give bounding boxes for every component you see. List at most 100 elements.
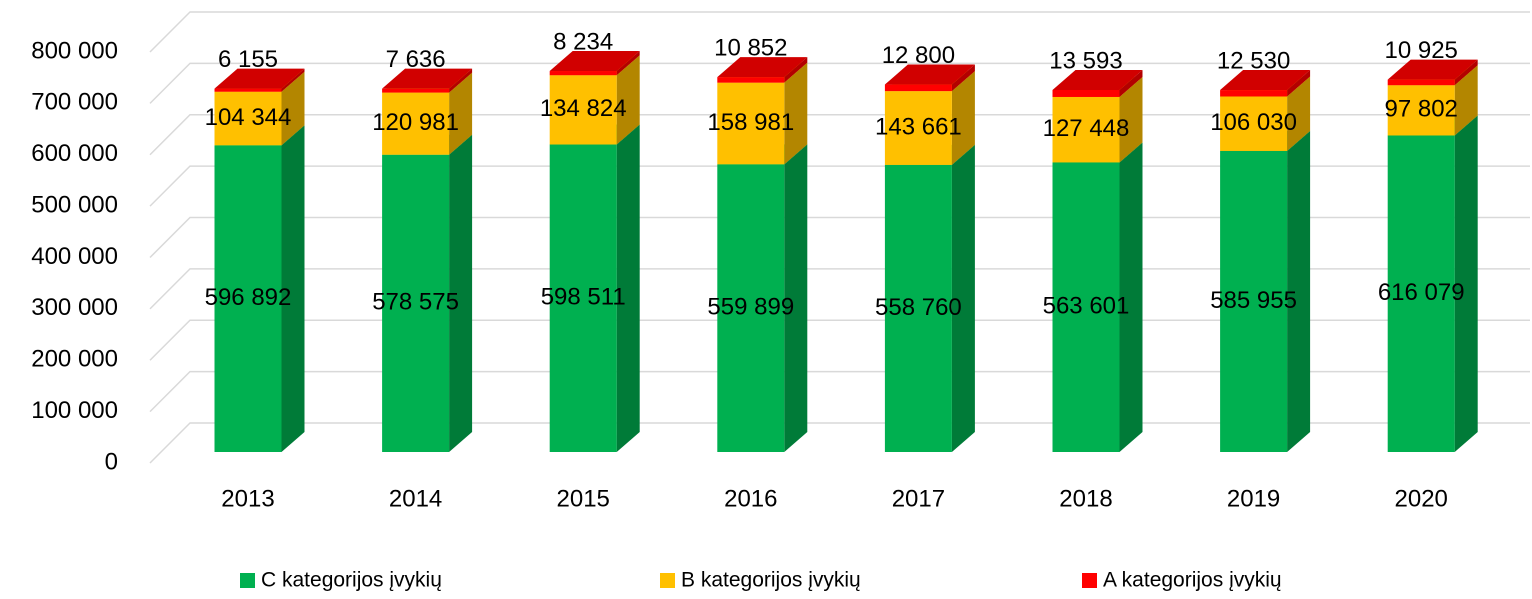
bar-side: [1287, 70, 1311, 97]
bar-top: [382, 68, 473, 89]
grid-line: [149, 216, 1530, 259]
y-tick-label: 0: [105, 448, 118, 475]
y-tick-label: 500 000: [31, 191, 118, 218]
bar-side: [1287, 76, 1311, 151]
bar-side: [1454, 59, 1478, 86]
value-label: 558 760: [875, 294, 962, 321]
value-label: 616 079: [1378, 279, 1465, 306]
grid-line: [149, 165, 1530, 207]
x-tick-label: 2015: [557, 485, 610, 512]
bar-side: [616, 51, 640, 76]
legend-swatch: [660, 573, 675, 588]
bar: [549, 144, 617, 453]
bar-side: [784, 144, 808, 453]
bar-top: [717, 57, 808, 78]
bar: [1387, 135, 1455, 452]
y-tick-label: 200 000: [31, 346, 118, 373]
grid-line: [149, 319, 1530, 361]
bar: [1220, 150, 1288, 452]
x-tick-label: 2017: [892, 485, 945, 512]
bar: [214, 91, 282, 146]
bar-side: [1287, 130, 1311, 452]
bar: [214, 145, 282, 452]
grid-line: [149, 62, 1530, 104]
bar: [884, 164, 952, 452]
value-label: 598 511: [541, 284, 626, 311]
value-label: 134 824: [540, 95, 627, 122]
grid-line: [149, 370, 1530, 413]
x-tick-label: 2013: [221, 485, 274, 512]
y-tick-label: 300 000: [31, 294, 118, 321]
value-label: 6 155: [218, 46, 278, 73]
bar: [214, 88, 282, 92]
bar-top: [884, 64, 975, 85]
value-label: 120 981: [372, 109, 459, 136]
grid-line: [149, 422, 1530, 464]
bar-side: [1119, 76, 1143, 163]
bar: [382, 92, 450, 155]
grid-line: [149, 268, 1530, 310]
y-tick-label: 100 000: [31, 397, 118, 424]
bar-side: [951, 64, 975, 92]
x-tick-label: 2018: [1059, 485, 1112, 512]
value-label: 8 234: [553, 28, 613, 55]
bar-side: [1454, 115, 1478, 452]
value-label: 12 530: [1217, 47, 1290, 74]
legend-label: A kategorijos įvykių: [1103, 569, 1282, 592]
bar: [382, 154, 450, 453]
bar: [1387, 79, 1455, 86]
bar: [1052, 162, 1120, 452]
value-label: 143 661: [875, 113, 962, 140]
bar-side: [281, 125, 305, 452]
grid-line: [149, 114, 1530, 156]
bar-top: [214, 68, 305, 89]
legend-label: B kategorijos įvykių: [681, 569, 861, 592]
bar: [717, 77, 785, 83]
bar: [884, 84, 952, 92]
value-label: 563 601: [1043, 293, 1130, 320]
bar-side: [616, 55, 640, 145]
value-label: 10 852: [714, 34, 787, 61]
x-tick-label: 2020: [1395, 485, 1448, 512]
bar-side: [1454, 65, 1478, 136]
legend-swatch: [1082, 573, 1097, 588]
value-label: 7 636: [386, 46, 446, 73]
legend-swatch: [240, 573, 255, 588]
bar: [1052, 89, 1120, 97]
bar-side: [449, 134, 473, 453]
value-label: 585 955: [1210, 287, 1297, 314]
bar: [549, 71, 617, 76]
bar: [1052, 96, 1120, 163]
bar-side: [1119, 69, 1143, 97]
bar-top: [1052, 69, 1143, 90]
bar-top: [549, 51, 640, 72]
bar-side: [951, 144, 975, 452]
bar: [382, 88, 450, 93]
value-label: 596 892: [205, 284, 292, 311]
bar: [1220, 96, 1288, 151]
bar-side: [616, 124, 640, 452]
bar-side: [784, 57, 808, 83]
legend-label: C kategorijos įvykių: [261, 569, 442, 592]
bar-side: [1119, 142, 1143, 452]
x-tick-label: 2016: [724, 485, 777, 512]
bar-top: [1387, 59, 1478, 80]
bar: [549, 75, 617, 145]
value-label: 578 575: [372, 289, 459, 316]
bar-side: [951, 71, 975, 165]
value-label: 10 925: [1384, 37, 1457, 64]
x-tick-label: 2019: [1227, 485, 1280, 512]
bar-side: [281, 68, 305, 92]
bar: [1387, 85, 1455, 136]
grid-line: [149, 11, 1530, 53]
y-tick-label: 600 000: [31, 140, 118, 167]
y-tick-label: 800 000: [31, 37, 118, 64]
bar: [1220, 90, 1288, 97]
bar: [884, 91, 952, 165]
bar-side: [281, 71, 305, 146]
value-label: 158 981: [707, 109, 794, 136]
bar-side: [784, 62, 808, 165]
value-label: 12 800: [882, 42, 955, 69]
y-tick-label: 700 000: [31, 89, 118, 116]
